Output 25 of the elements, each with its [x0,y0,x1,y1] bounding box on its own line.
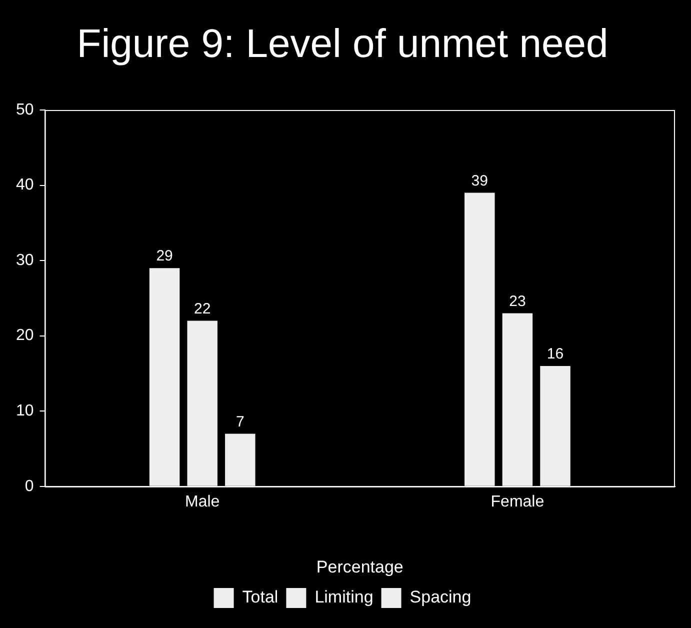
x-tick-label: Female [490,493,544,510]
data-label: 29 [156,248,173,265]
data-label: 16 [546,346,564,363]
y-tick-label: 0 [24,478,34,495]
x-axis-title: Percentage [316,557,404,576]
legend-label: Spacing [410,588,472,607]
y-tick-label: 50 [16,101,34,118]
y-tick-label: 10 [16,402,34,420]
bar [502,313,533,486]
bar [187,320,218,486]
y-tick-label: 30 [16,252,34,269]
legend-label: Total [242,588,278,607]
data-label: 22 [194,300,211,318]
y-tick-label: 20 [16,327,34,344]
bar [225,434,256,486]
bar [149,268,180,486]
bar [464,192,495,486]
bar [540,366,570,486]
data-label: 39 [471,172,488,190]
data-label: 23 [509,292,526,310]
data-label: 7 [236,413,244,430]
legend-label: Limiting [314,588,374,607]
x-tick-label: Male [185,493,220,510]
y-tick-label: 40 [16,176,34,194]
chart-title: Figure 9: Level of unmet need [76,22,608,66]
